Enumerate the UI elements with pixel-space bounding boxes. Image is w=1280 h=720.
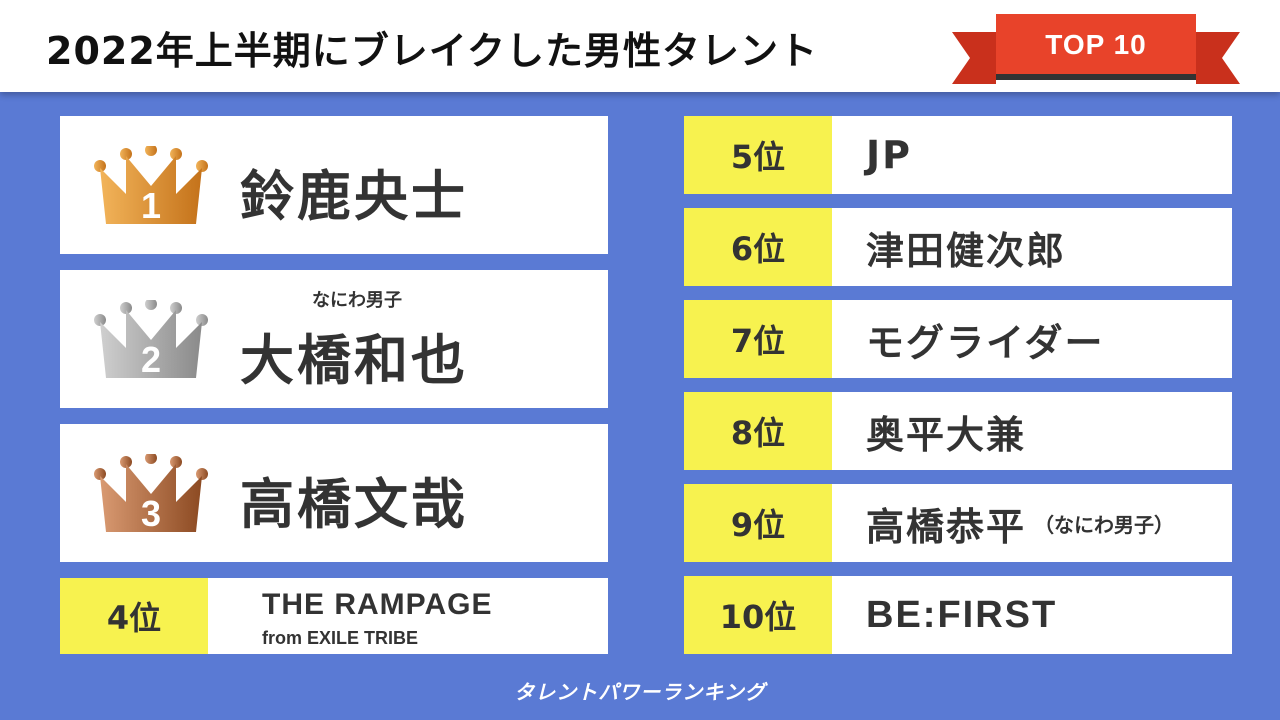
rank-label: 7位: [684, 300, 832, 378]
rank-name-text: 津田健次郎: [866, 228, 1067, 273]
rank-name: JP: [866, 116, 912, 194]
rank-name-text: 奥平大兼: [866, 412, 1027, 457]
crown-rank-number: 2: [141, 339, 161, 380]
rank-2-group: なにわ男子: [312, 290, 402, 311]
rank-name: 高橋恭平 （なにわ男子）: [866, 484, 1174, 562]
header-bar: 2022年上半期にブレイクした男性タレント TOP 10: [0, 0, 1280, 92]
rank-name-note: （なにわ男子）: [1034, 512, 1175, 537]
rank-name-text: モグライダー: [866, 320, 1105, 365]
page-title: 2022年上半期にブレイクした男性タレント: [46, 29, 819, 73]
rank-row: 7位 モグライダー: [684, 300, 1232, 378]
crown-rank-number: 3: [141, 493, 161, 534]
rank-name: 奥平大兼: [866, 392, 1026, 470]
rank-1-name: 鈴鹿央士: [240, 165, 468, 228]
rank-label: 5位: [684, 116, 832, 194]
rank-card-1: 1 鈴鹿央士: [60, 116, 608, 254]
crown-rank-number: 1: [141, 185, 161, 226]
rank-name: BE:FIRST: [866, 576, 1057, 654]
rank-name-text: JP: [866, 133, 912, 177]
rank-name-text: 高橋恭平: [866, 504, 1027, 549]
rank-card-2: 2 なにわ男子 大橋和也: [60, 270, 608, 408]
rank-name-text: BE:FIRST: [866, 593, 1058, 636]
bronze-crown-icon: 3: [94, 454, 208, 534]
rank-label: 9位: [684, 484, 832, 562]
rank-row: 8位 奥平大兼: [684, 392, 1232, 470]
rank-4-name: THE RAMPAGE: [262, 588, 493, 621]
rank-3-name: 高橋文哉: [240, 473, 468, 536]
brand-logo: タレントパワーランキング: [514, 680, 766, 704]
top10-badge: TOP 10: [1045, 29, 1147, 60]
rank-4-label: 4位: [60, 578, 208, 654]
top10-ribbon: TOP 10: [952, 14, 1240, 84]
rank-label: 8位: [684, 392, 832, 470]
rank-2-name: 大橋和也: [240, 329, 468, 392]
rank-label: 10位: [684, 576, 832, 654]
rank-name: モグライダー: [866, 300, 1104, 378]
rank-name: 津田健次郎: [866, 208, 1066, 286]
rank-row: 9位 高橋恭平 （なにわ男子）: [684, 484, 1232, 562]
rank-card-3: 3 高橋文哉: [60, 424, 608, 562]
rank-row: 10位 BE:FIRST: [684, 576, 1232, 654]
rank-label: 6位: [684, 208, 832, 286]
rank-4-subname: from EXILE TRIBE: [262, 628, 419, 648]
rank-row: 6位 津田健次郎: [684, 208, 1232, 286]
rank-row: 5位 JP: [684, 116, 1232, 194]
silver-crown-icon: 2: [94, 300, 208, 380]
gold-crown-icon: 1: [94, 146, 208, 226]
rank-card-4: 4位 THE RAMPAGE from EXILE TRIBE: [60, 578, 608, 654]
